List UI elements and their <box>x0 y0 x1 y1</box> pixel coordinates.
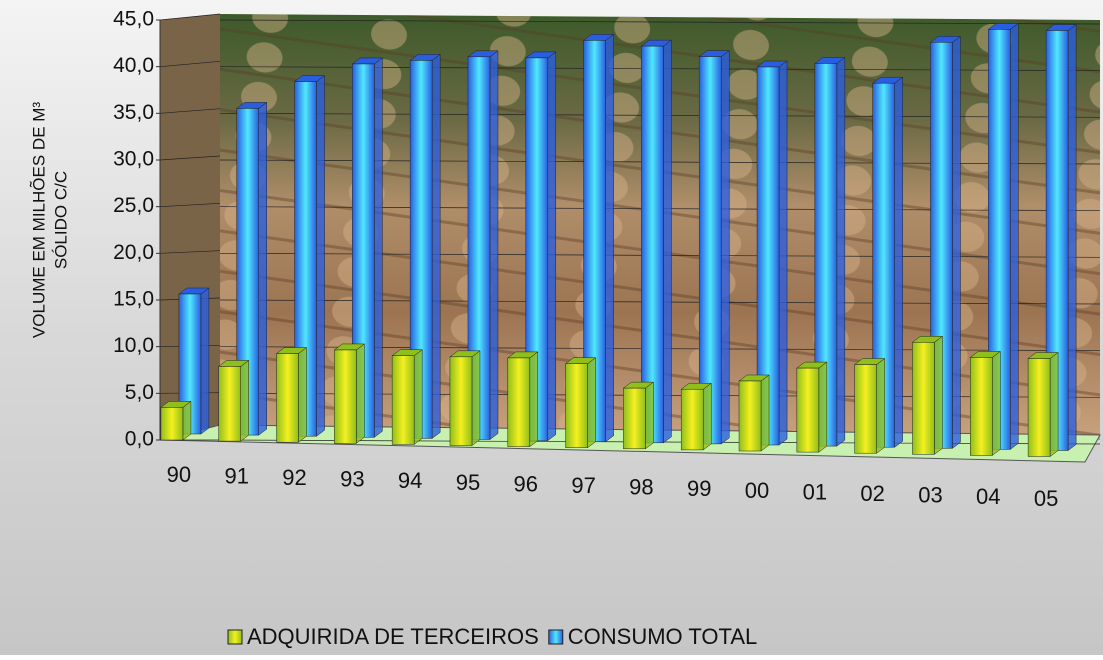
bar-side <box>992 350 1001 456</box>
y-axis-title: SÓLIDO C/C <box>51 171 70 269</box>
y-tick-label: 35,0 <box>113 101 154 124</box>
bar-side <box>240 359 249 442</box>
legend-label: CONSUMO TOTAL <box>568 624 757 649</box>
y-axis-title: VOLUME EM MILHÕES DE M³ <box>29 102 48 338</box>
bar <box>565 363 588 448</box>
x-tick-label: 98 <box>629 475 653 500</box>
bar-side <box>934 335 943 455</box>
x-tick-label: 93 <box>340 467 364 492</box>
bar-side <box>182 400 192 441</box>
bar <box>796 367 820 453</box>
x-tick-label: 96 <box>514 471 538 496</box>
grid-line <box>219 19 1101 25</box>
x-tick-label: 04 <box>976 484 1000 509</box>
x-tick-label: 01 <box>803 479 827 504</box>
grid-line <box>159 202 221 208</box>
y-tick-label: 45,0 <box>113 8 154 31</box>
legend-swatch <box>227 629 243 645</box>
bar-side <box>374 57 383 438</box>
x-tick-label: 95 <box>456 470 480 495</box>
x-tick-label: 99 <box>687 476 711 501</box>
bar-side <box>1067 24 1077 451</box>
bar-side <box>489 50 499 440</box>
bar-side <box>760 374 770 452</box>
legend-swatch <box>548 629 564 645</box>
bar <box>738 380 762 452</box>
legend-label: ADQUIRIDA DE TERCEIROS <box>247 624 539 649</box>
bar <box>970 357 993 456</box>
bar <box>912 342 935 455</box>
x-tick-label: 03 <box>918 483 942 508</box>
x-tick-label: 92 <box>282 465 306 490</box>
bar-side <box>356 343 365 444</box>
grid-line <box>159 250 221 254</box>
bar <box>334 349 357 444</box>
bar-side <box>587 357 596 449</box>
bar <box>680 388 704 451</box>
bar-side <box>316 75 325 437</box>
bar-side <box>702 382 712 451</box>
y-tick-label: 10,0 <box>113 334 154 357</box>
bar-side <box>720 50 730 445</box>
bar-side <box>952 35 961 449</box>
grid-line <box>159 108 221 114</box>
x-tick-label: 91 <box>224 463 248 488</box>
bar-side <box>818 361 828 453</box>
grid-line <box>159 13 221 21</box>
y-tick-label: 30,0 <box>113 148 154 171</box>
grid-line <box>159 60 221 68</box>
bar-side <box>529 351 539 448</box>
bar <box>449 356 473 446</box>
bar-side <box>894 76 903 448</box>
bar-side <box>413 349 423 445</box>
x-tick-label: 02 <box>860 481 884 506</box>
grid-line <box>159 155 221 161</box>
bar-side <box>778 60 788 446</box>
x-tick-label: 05 <box>1034 486 1058 511</box>
y-tick-label: 15,0 <box>113 288 154 311</box>
bar <box>507 357 531 447</box>
bar-side <box>645 381 654 450</box>
x-tick-label: 94 <box>398 468 422 493</box>
bar <box>623 387 646 450</box>
bar-side <box>876 358 885 454</box>
bar <box>854 364 877 454</box>
bar-side <box>1010 22 1019 450</box>
y-tick-label: 40,0 <box>113 54 154 77</box>
bar-side <box>663 39 672 444</box>
bar-side <box>547 51 557 442</box>
x-tick-label: 90 <box>167 462 191 487</box>
bar <box>391 355 415 445</box>
x-tick-label: 00 <box>745 478 769 503</box>
y-tick-label: 5,0 <box>125 381 154 404</box>
bar-side <box>258 101 267 436</box>
bar <box>1027 358 1051 457</box>
bar-side <box>605 33 614 443</box>
bar-side <box>298 347 307 443</box>
y-tick-label: 20,0 <box>113 241 154 264</box>
legend: ADQUIRIDA DE TERCEIROS CONSUMO TOTAL <box>227 624 757 649</box>
y-tick-label: 0,0 <box>125 428 154 451</box>
bar-side <box>1049 352 1059 457</box>
x-tick-label: 97 <box>571 473 595 498</box>
bar-side <box>431 53 441 439</box>
bar-side <box>836 56 846 447</box>
bar <box>218 366 241 442</box>
bar-side <box>471 350 481 446</box>
y-tick-label: 25,0 <box>113 194 154 217</box>
bar <box>276 353 299 443</box>
bar-side <box>200 287 210 435</box>
bar <box>160 407 184 441</box>
